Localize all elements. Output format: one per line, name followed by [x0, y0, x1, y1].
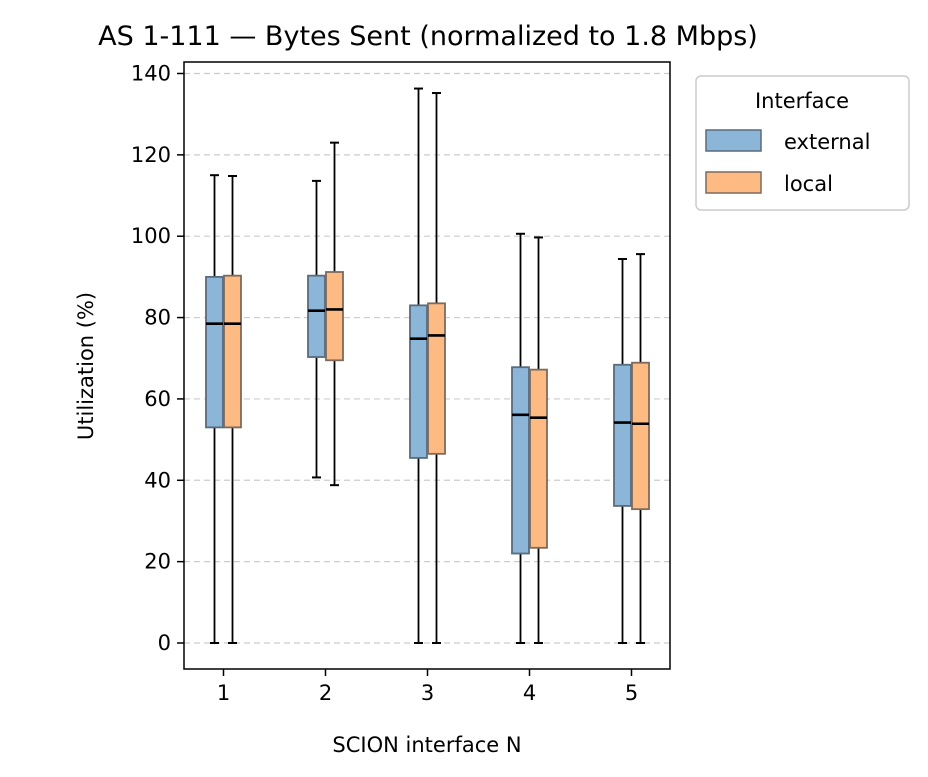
box-local-5: [631, 253, 650, 644]
box-iqr: [529, 368, 548, 549]
plot-boxes: [205, 87, 650, 644]
x-tick-label: 3: [421, 681, 434, 705]
box-iqr: [631, 361, 650, 511]
legend-swatch-external: [705, 129, 762, 152]
chart-title: AS 1-111 — Bytes Sent (normalized to 1.8…: [98, 21, 758, 52]
x-tick-label: 4: [523, 681, 536, 705]
y-tick-label: 0: [158, 631, 171, 655]
box-external-2: [307, 179, 326, 479]
box-external-1: [205, 174, 224, 644]
y-tick-label: 60: [144, 387, 171, 411]
y-axis-ticks: 0 20 40 60 80 100 120 140: [131, 61, 184, 655]
box-iqr: [307, 274, 326, 358]
box-iqr: [205, 275, 224, 429]
x-tick-label: 2: [319, 681, 332, 705]
x-tick-label: 5: [625, 681, 638, 705]
x-axis-ticks: 1 2 3 4 5: [217, 669, 638, 705]
y-tick-label: 120: [131, 143, 171, 167]
y-axis-label: Utilization (%): [74, 292, 98, 440]
box-iqr: [409, 304, 428, 459]
box-local-1: [223, 175, 242, 644]
box-external-5: [613, 257, 632, 644]
box-local-3: [427, 92, 446, 644]
legend: Interface external local: [695, 75, 910, 211]
box-external-4: [511, 232, 530, 644]
y-tick-label: 140: [131, 61, 171, 85]
x-tick-label: 1: [217, 681, 230, 705]
legend-label-external: external: [784, 130, 870, 154]
box-iqr: [613, 363, 632, 507]
box-local-4: [529, 236, 548, 644]
y-tick-label: 80: [144, 306, 171, 330]
box-local-2: [325, 141, 344, 487]
x-axis-label: SCION interface N: [332, 733, 521, 757]
box-iqr: [511, 366, 530, 555]
box-iqr: [223, 274, 242, 429]
box-iqr: [427, 302, 446, 455]
box-iqr: [325, 271, 344, 362]
y-tick-label: 100: [131, 224, 171, 248]
y-tick-label: 40: [144, 468, 171, 492]
legend-label-local: local: [784, 172, 833, 196]
legend-title: Interface: [755, 89, 849, 113]
y-tick-label: 20: [144, 550, 171, 574]
legend-swatch-local: [705, 171, 762, 194]
box-external-3: [409, 87, 428, 644]
